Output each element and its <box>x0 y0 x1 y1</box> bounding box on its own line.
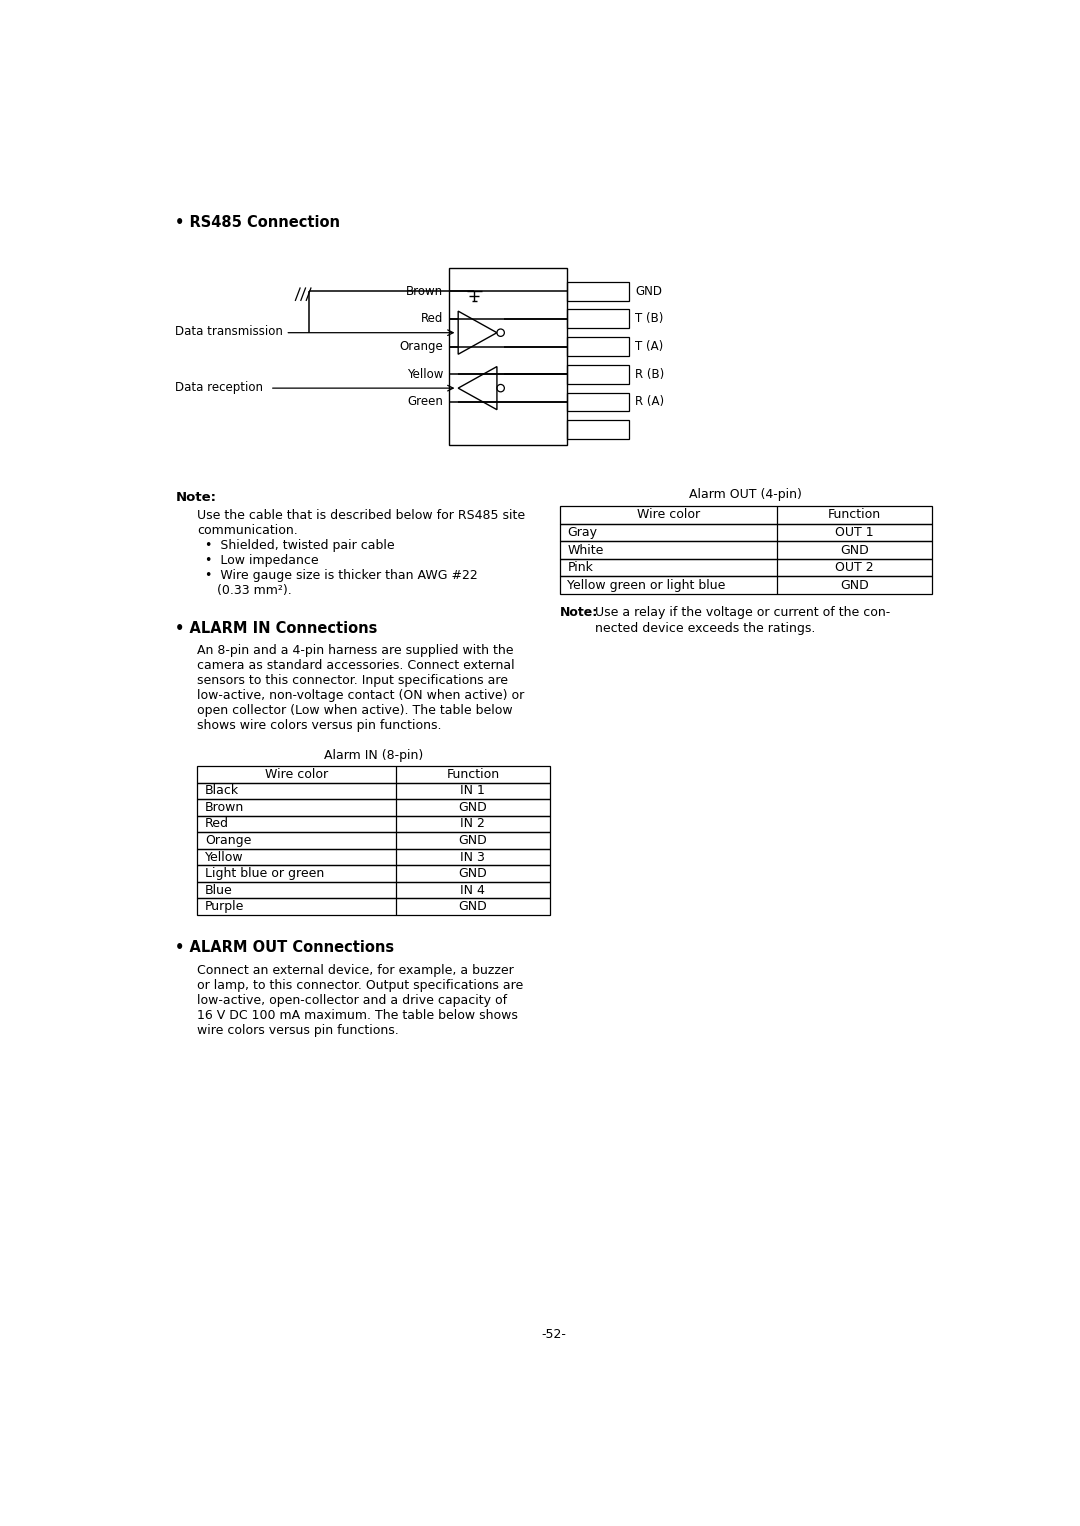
Bar <box>559 577 932 594</box>
Text: Wire color: Wire color <box>265 768 328 781</box>
Text: (0.33 mm²).: (0.33 mm²). <box>197 584 292 597</box>
Text: White: White <box>567 543 604 557</box>
Text: Function: Function <box>828 508 881 522</box>
Text: • RS485 Connection: • RS485 Connection <box>175 215 340 230</box>
Text: GND: GND <box>459 867 487 881</box>
Text: GND: GND <box>635 285 662 298</box>
Bar <box>567 310 629 328</box>
Text: T (A): T (A) <box>635 340 663 353</box>
Text: T (B): T (B) <box>635 313 663 325</box>
Bar <box>559 523 932 542</box>
Text: •  Low impedance: • Low impedance <box>197 554 319 568</box>
Bar <box>567 282 629 301</box>
Text: • ALARM OUT Connections: • ALARM OUT Connections <box>175 940 394 955</box>
Bar <box>197 865 550 882</box>
Text: Gray: Gray <box>567 526 597 539</box>
Bar <box>197 882 550 899</box>
Text: GND: GND <box>459 900 487 913</box>
Text: IN 3: IN 3 <box>460 850 485 864</box>
Bar <box>197 899 550 916</box>
Text: Alarm OUT (4-pin): Alarm OUT (4-pin) <box>689 488 802 501</box>
Text: IN 2: IN 2 <box>460 818 485 830</box>
Text: •  Wire gauge size is thicker than AWG #22: • Wire gauge size is thicker than AWG #2… <box>197 569 477 583</box>
Text: Black: Black <box>205 784 239 798</box>
Bar <box>559 507 932 523</box>
Text: Yellow: Yellow <box>205 850 243 864</box>
Text: Data transmission: Data transmission <box>175 325 283 339</box>
Text: OUT 2: OUT 2 <box>835 562 874 574</box>
Text: R (A): R (A) <box>635 395 664 409</box>
Text: or lamp, to this connector. Output specifications are: or lamp, to this connector. Output speci… <box>197 978 523 992</box>
Text: 16 V DC 100 mA maximum. The table below shows: 16 V DC 100 mA maximum. The table below … <box>197 1009 518 1021</box>
Text: sensors to this connector. Input specifications are: sensors to this connector. Input specifi… <box>197 674 508 687</box>
Text: Use the cable that is described below for RS485 site: Use the cable that is described below fo… <box>197 510 525 522</box>
Text: OUT 1: OUT 1 <box>835 526 874 539</box>
Text: Red: Red <box>205 818 229 830</box>
Text: Note:: Note: <box>175 491 216 504</box>
Text: low-active, open-collector and a drive capacity of: low-active, open-collector and a drive c… <box>197 993 508 1007</box>
Text: nected device exceeds the ratings.: nected device exceeds the ratings. <box>595 621 815 635</box>
Text: camera as standard accessories. Connect external: camera as standard accessories. Connect … <box>197 659 515 671</box>
Text: Light blue or green: Light blue or green <box>205 867 324 881</box>
Text: Data reception: Data reception <box>175 382 264 394</box>
Bar <box>197 832 550 848</box>
Text: Yellow: Yellow <box>407 368 444 382</box>
Text: GND: GND <box>459 835 487 847</box>
Text: communication.: communication. <box>197 525 298 537</box>
Text: Use a relay if the voltage or current of the con-: Use a relay if the voltage or current of… <box>595 606 891 620</box>
Text: low-active, non-voltage contact (ON when active) or: low-active, non-voltage contact (ON when… <box>197 690 524 702</box>
Bar <box>567 420 629 439</box>
Bar <box>559 542 932 559</box>
Bar <box>567 337 629 356</box>
Text: IN 1: IN 1 <box>460 784 485 798</box>
Text: shows wire colors versus pin functions.: shows wire colors versus pin functions. <box>197 719 442 732</box>
Bar <box>559 559 932 577</box>
Text: Brown: Brown <box>406 285 444 298</box>
Text: Wire color: Wire color <box>637 508 700 522</box>
Text: An 8-pin and a 4-pin harness are supplied with the: An 8-pin and a 4-pin harness are supplie… <box>197 644 513 658</box>
Bar <box>197 816 550 832</box>
Text: R (B): R (B) <box>635 368 664 382</box>
Bar <box>567 392 629 412</box>
Bar <box>567 365 629 383</box>
Text: Red: Red <box>421 313 444 325</box>
Text: GND: GND <box>840 578 869 592</box>
Text: Note:: Note: <box>559 606 598 620</box>
Bar <box>197 766 550 783</box>
Bar <box>197 800 550 816</box>
Text: GND: GND <box>840 543 869 557</box>
Text: Orange: Orange <box>400 340 444 353</box>
Bar <box>197 848 550 865</box>
Text: Purple: Purple <box>205 900 244 913</box>
Bar <box>197 783 550 800</box>
Text: GND: GND <box>459 801 487 813</box>
Text: Function: Function <box>446 768 499 781</box>
Text: Pink: Pink <box>567 562 593 574</box>
Text: Brown: Brown <box>205 801 244 813</box>
Text: Yellow green or light blue: Yellow green or light blue <box>567 578 726 592</box>
Text: IN 4: IN 4 <box>460 884 485 897</box>
Text: •  Shielded, twisted pair cable: • Shielded, twisted pair cable <box>197 539 394 552</box>
Text: Green: Green <box>407 395 444 409</box>
Text: Alarm IN (8-pin): Alarm IN (8-pin) <box>324 749 423 763</box>
Text: • ALARM IN Connections: • ALARM IN Connections <box>175 621 378 636</box>
Bar <box>449 269 567 446</box>
Text: Connect an external device, for example, a buzzer: Connect an external device, for example,… <box>197 963 514 977</box>
Text: open collector (Low when active). The table below: open collector (Low when active). The ta… <box>197 703 513 717</box>
Text: wire colors versus pin functions.: wire colors versus pin functions. <box>197 1024 399 1036</box>
Text: Orange: Orange <box>205 835 252 847</box>
Text: -52-: -52- <box>541 1328 566 1341</box>
Text: Blue: Blue <box>205 884 232 897</box>
